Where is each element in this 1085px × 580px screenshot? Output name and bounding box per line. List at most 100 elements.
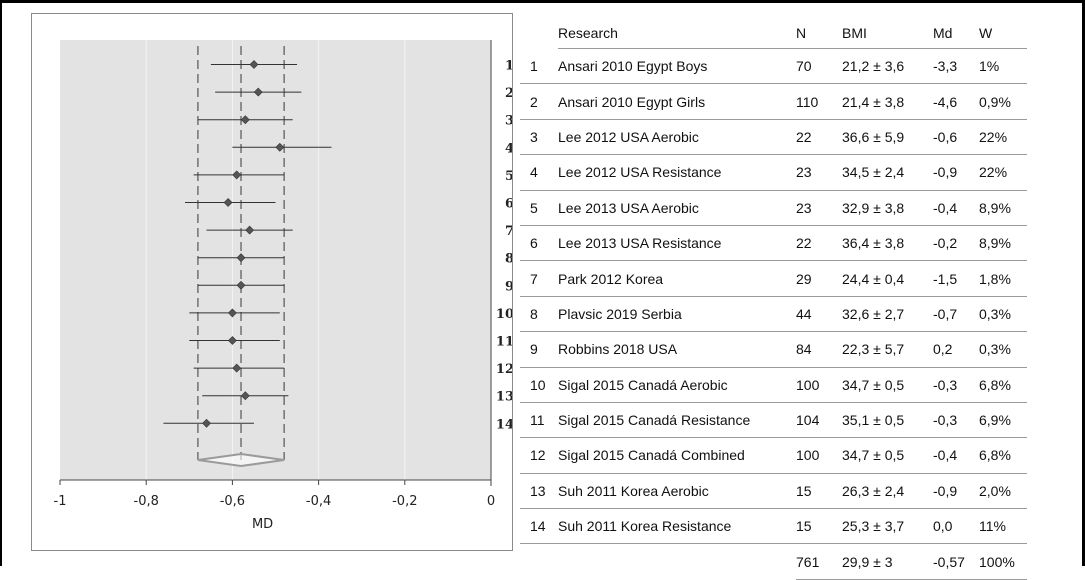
cell-bmi: 26,3 ± 2,4 bbox=[842, 473, 933, 510]
x-tick-label: -0,6 bbox=[220, 494, 245, 509]
cell-name: Lee 2013 USA Resistance bbox=[558, 225, 796, 262]
cell-w: 8,9% bbox=[979, 225, 1027, 262]
cell-bmi: 25,3 ± 3,7 bbox=[842, 508, 933, 545]
cell-n: 100 bbox=[796, 367, 842, 403]
table-header-row: Research N BMI Md W bbox=[520, 18, 1027, 49]
table-row: 13 Suh 2011 Korea Aerobic 15 26,3 ± 2,4 -0,9… bbox=[520, 473, 1027, 510]
frame-border-right bbox=[1082, 0, 1085, 566]
cell-name: Sigal 2015 Canadá Aerobic bbox=[558, 367, 796, 403]
cell-w: 1,8% bbox=[979, 260, 1027, 297]
cell-id: 11 bbox=[520, 402, 558, 439]
cell-bmi: 35,1 ± 0,5 bbox=[842, 402, 933, 439]
cell-w: 6,8% bbox=[979, 367, 1027, 403]
forest-plot-panel: 1 2 3 4 5 6 7 8 9 10 11 12 13 14 -1 -0,8 -0,6 -0,4 -0,2 0 M… bbox=[31, 13, 513, 551]
cell-id: 7 bbox=[520, 260, 558, 297]
cell-n: 104 bbox=[796, 402, 842, 439]
cell-id: 14 bbox=[520, 508, 558, 545]
cell-n: 23 bbox=[796, 190, 842, 226]
cell-n: 110 bbox=[796, 83, 842, 120]
cell-n: 100 bbox=[796, 437, 842, 474]
cell-name: Park 2012 Korea bbox=[558, 260, 796, 297]
plot-background bbox=[60, 40, 491, 480]
row-number-label: 2 bbox=[505, 86, 512, 101]
row-number-label: 13 bbox=[496, 390, 512, 405]
table-row: 1 Ansari 2010 Egypt Boys 70 21,2 ± 3,6 -3,3 1… bbox=[520, 48, 1027, 85]
x-tick-label: -1 bbox=[54, 494, 67, 509]
cell-name: Sigal 2015 Canadá Resistance bbox=[558, 402, 796, 439]
total-md: -0,57 bbox=[933, 543, 979, 580]
row-number-label: 1 bbox=[505, 59, 512, 74]
cell-bmi: 32,9 ± 3,8 bbox=[842, 190, 933, 226]
cell-id: 2 bbox=[520, 83, 558, 120]
table-row: 7 Park 2012 Korea 29 24,4 ± 0,4 -1,5 1,8% bbox=[520, 260, 1027, 297]
cell-w: 0,9% bbox=[979, 83, 1027, 120]
total-name bbox=[558, 544, 796, 579]
header-w: W bbox=[979, 18, 1027, 49]
cell-n: 23 bbox=[796, 154, 842, 191]
cell-md: -0,4 bbox=[933, 190, 979, 226]
cell-md: -3,3 bbox=[933, 48, 979, 85]
cell-id: 6 bbox=[520, 225, 558, 262]
cell-bmi: 21,2 ± 3,6 bbox=[842, 48, 933, 85]
total-bmi: 29,9 ± 3 bbox=[842, 543, 933, 580]
row-number-label: 6 bbox=[505, 197, 512, 212]
cell-id: 1 bbox=[520, 48, 558, 85]
point-estimate-marker bbox=[253, 87, 263, 97]
cell-bmi: 34,5 ± 2,4 bbox=[842, 154, 933, 191]
cell-name: Suh 2011 Korea Resistance bbox=[558, 508, 796, 545]
point-estimate-marker bbox=[236, 280, 246, 290]
x-tick-label: -0,8 bbox=[134, 494, 159, 509]
x-axis-label: MD bbox=[252, 517, 273, 532]
cell-name: Lee 2013 USA Aerobic bbox=[558, 190, 796, 226]
cell-w: 6,8% bbox=[979, 437, 1027, 474]
header-n: N bbox=[796, 18, 842, 49]
frame-border-top bbox=[0, 0, 1085, 3]
point-estimate-marker bbox=[202, 418, 211, 428]
point-estimate-marker bbox=[236, 253, 246, 263]
point-estimate-marker bbox=[249, 60, 259, 69]
cell-md: -0,6 bbox=[933, 119, 979, 156]
cell-md: 0,0 bbox=[933, 508, 979, 545]
cell-id: 3 bbox=[520, 119, 558, 156]
header-id-cell bbox=[520, 18, 558, 49]
total-n: 761 bbox=[796, 543, 842, 580]
cell-id: 9 bbox=[520, 331, 558, 368]
point-estimate-marker bbox=[232, 170, 242, 180]
cell-name: Lee 2012 USA Aerobic bbox=[558, 119, 796, 156]
x-tick-label: -0,2 bbox=[392, 494, 417, 509]
table-row: 10 Sigal 2015 Canadá Aerobic 100 34,7 ± 0,5… bbox=[520, 367, 1027, 403]
cell-name: Ansari 2010 Egypt Girls bbox=[558, 83, 796, 120]
cell-id: 5 bbox=[520, 190, 558, 226]
row-number-label: 5 bbox=[505, 169, 512, 184]
x-axis: -1 -0,8 -0,6 -0,4 -0,2 0 MD bbox=[54, 40, 495, 532]
table-row: 4 Lee 2012 USA Resistance 23 34,5 ± 2,4 -0,9… bbox=[520, 154, 1027, 191]
cell-n: 44 bbox=[796, 296, 842, 333]
table-row: 9 Robbins 2018 USA 84 22,3 ± 5,7 0,2 0,3% bbox=[520, 331, 1027, 368]
header-md: Md bbox=[933, 18, 979, 49]
cell-bmi: 22,3 ± 5,7 bbox=[842, 331, 933, 368]
study-table: Research N BMI Md W 1 Ansari 2010 Egypt B… bbox=[520, 18, 1027, 580]
table-row: 12 Sigal 2015 Canadá Combined 100 34,7 ± 0,… bbox=[520, 437, 1027, 474]
point-estimate-marker bbox=[227, 336, 237, 345]
cell-n: 70 bbox=[796, 48, 842, 85]
x-tick-label: -0,4 bbox=[306, 494, 331, 509]
cell-n: 22 bbox=[796, 225, 842, 262]
cell-name: Suh 2011 Korea Aerobic bbox=[558, 473, 796, 510]
plot-area bbox=[60, 40, 491, 480]
cell-bmi: 36,6 ± 5,9 bbox=[842, 119, 933, 156]
point-estimate-marker bbox=[240, 391, 250, 401]
cell-w: 11% bbox=[979, 508, 1027, 545]
reference-lines bbox=[197, 46, 285, 460]
cell-md: -0,2 bbox=[933, 225, 979, 262]
x-tick-label: 0 bbox=[487, 494, 495, 509]
total-w: 100% bbox=[979, 543, 1027, 580]
cell-bmi: 32,6 ± 2,7 bbox=[842, 296, 933, 333]
cell-w: 8,9% bbox=[979, 190, 1027, 226]
point-estimate-marker bbox=[240, 115, 250, 125]
cell-w: 1% bbox=[979, 48, 1027, 85]
cell-md: -0,3 bbox=[933, 402, 979, 439]
cell-bmi: 34,7 ± 0,5 bbox=[842, 437, 933, 474]
cell-id: 8 bbox=[520, 296, 558, 333]
cell-md: -4,6 bbox=[933, 83, 979, 120]
cell-md: -0,9 bbox=[933, 473, 979, 510]
